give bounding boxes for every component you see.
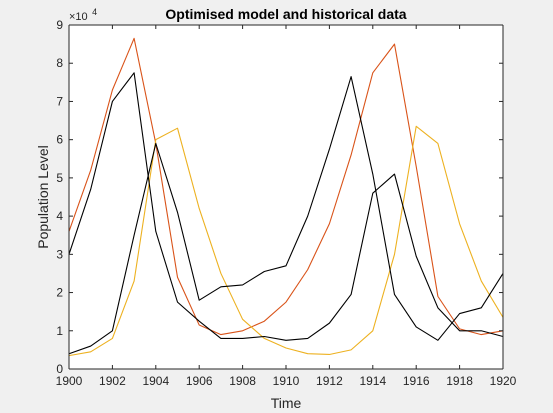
series-line-1 <box>68 37 504 336</box>
y-axis-label: Population Level <box>35 145 51 249</box>
x-tick-label: 1900 <box>56 374 83 388</box>
x-tick-label: 1912 <box>316 374 343 388</box>
plot-area <box>69 25 503 369</box>
y-tick-label: 8 <box>56 56 63 70</box>
y-tick-label: 2 <box>56 286 63 300</box>
series-line-3 <box>68 72 504 341</box>
y-tick-label: 0 <box>56 362 63 376</box>
x-tick-label: 1918 <box>446 374 473 388</box>
y-tick-label: 6 <box>56 133 63 147</box>
x-tick-label: 1914 <box>359 374 386 388</box>
y-exponent-label: ×10 4 <box>69 7 97 24</box>
x-tick-label: 1920 <box>490 374 517 388</box>
y-tick-label: 1 <box>56 324 63 338</box>
chart-title: Optimised model and historical data <box>165 6 406 22</box>
y-tick-label: 9 <box>56 18 63 32</box>
y-tick-label: 5 <box>56 171 63 185</box>
series-line-4 <box>68 76 504 355</box>
x-tick-label: 1904 <box>142 374 169 388</box>
y-exponent-base: ×10 <box>69 11 88 23</box>
x-tick-label: 1902 <box>99 374 126 388</box>
x-tick-label: 1910 <box>273 374 300 388</box>
y-exponent-power: 4 <box>92 7 97 17</box>
y-tick-label: 3 <box>56 247 63 261</box>
x-axis-label: Time <box>271 395 302 411</box>
x-tick-label: 1916 <box>403 374 430 388</box>
y-tick-label: 7 <box>56 94 63 108</box>
y-tick-label: 4 <box>56 209 63 223</box>
x-tick-label: 1908 <box>229 374 256 388</box>
series-line-2 <box>68 125 504 357</box>
x-tick-label: 1906 <box>186 374 213 388</box>
